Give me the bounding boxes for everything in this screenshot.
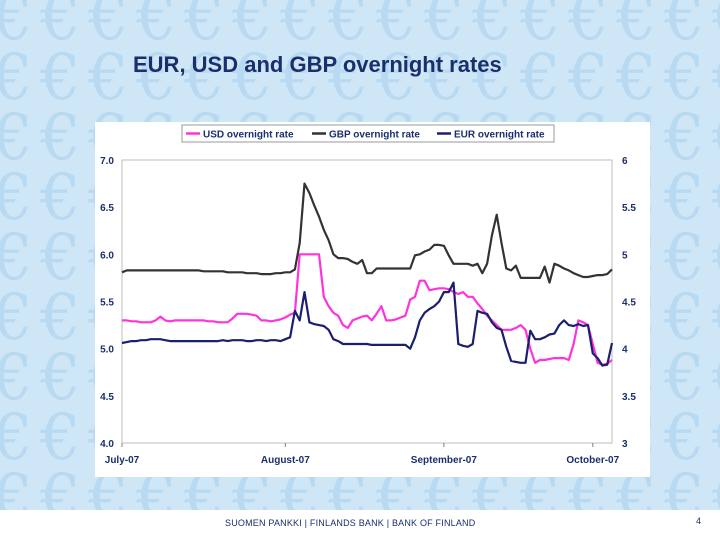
- euro-pattern-glyph: €: [664, 341, 705, 415]
- y-right-tick-label: 5.5: [622, 203, 636, 214]
- series-line: [122, 253, 613, 366]
- euro-pattern-glyph: €: [376, 41, 417, 115]
- euro-pattern-glyph: €: [568, 0, 609, 55]
- euro-pattern-glyph: €: [712, 106, 720, 170]
- euro-pattern-glyph: €: [40, 221, 81, 295]
- y-right-tick-label: 3: [622, 439, 628, 450]
- euro-pattern-glyph: €: [616, 41, 657, 115]
- series-line: [121, 281, 614, 367]
- legend-label: GBP overnight rate: [329, 130, 420, 141]
- euro-pattern-glyph: €: [136, 0, 177, 55]
- euro-pattern-glyph: €: [0, 41, 33, 115]
- euro-pattern-glyph: €: [0, 341, 33, 415]
- x-tick-label: August-07: [261, 455, 310, 466]
- euro-pattern-glyph: €: [712, 466, 720, 530]
- euro-pattern-glyph: €: [568, 41, 609, 115]
- euro-pattern-glyph: €: [664, 0, 705, 55]
- euro-pattern-glyph: €: [520, 0, 561, 55]
- euro-pattern-glyph: €: [184, 41, 225, 115]
- chart-legend: USD overnight rate GBP overnight rate EUR …: [181, 124, 555, 143]
- euro-pattern-glyph: €: [0, 101, 33, 175]
- euro-pattern-glyph: €: [232, 0, 273, 55]
- euro-pattern-glyph: €: [0, 401, 33, 475]
- euro-pattern-glyph: €: [40, 101, 81, 175]
- page-number: 4: [696, 516, 702, 526]
- y-left-tick-label: 6.5: [100, 203, 114, 214]
- chart-series: [121, 182, 614, 367]
- euro-pattern-glyph: €: [40, 161, 81, 235]
- euro-pattern-glyph: €: [712, 286, 720, 350]
- euro-pattern-glyph: €: [520, 41, 561, 115]
- euro-pattern-glyph: €: [136, 41, 177, 115]
- legend-label: EUR overnight rate: [454, 130, 545, 141]
- y-left-tick-label: 7.0: [100, 156, 114, 167]
- euro-pattern-glyph: €: [664, 221, 705, 295]
- euro-pattern-glyph: €: [88, 41, 129, 115]
- x-tick-label: July-07: [105, 455, 140, 466]
- euro-pattern-glyph: €: [712, 46, 720, 110]
- euro-pattern-glyph: €: [0, 161, 33, 235]
- plot-area: [121, 159, 613, 444]
- euro-pattern-glyph: €: [280, 41, 321, 115]
- y-right-tick-label: 5: [622, 250, 628, 261]
- euro-pattern-glyph: €: [664, 161, 705, 235]
- euro-pattern-glyph: €: [0, 281, 33, 355]
- y-left-tick-label: 5.5: [100, 298, 114, 309]
- euro-pattern-glyph: €: [40, 41, 81, 115]
- y-left-tick-label: 4.5: [100, 392, 114, 403]
- euro-pattern-glyph: €: [616, 0, 657, 55]
- slide-title: EUR, USD and GBP overnight rates: [133, 52, 502, 77]
- euro-pattern-glyph: €: [0, 0, 33, 55]
- euro-pattern-glyph: €: [40, 281, 81, 355]
- euro-pattern-glyph: €: [712, 166, 720, 230]
- footer-text: SUOMEN PANKKI | FINLANDS BANK | BANK OF …: [225, 518, 476, 528]
- euro-pattern-glyph: €: [40, 0, 81, 55]
- euro-pattern-glyph: €: [472, 41, 513, 115]
- euro-pattern-glyph: €: [712, 226, 720, 290]
- legend-box: [181, 124, 555, 143]
- euro-pattern-glyph: €: [40, 401, 81, 475]
- footer-bar: [0, 510, 720, 540]
- y-left-tick-label: 4.0: [100, 439, 114, 450]
- euro-pattern-glyph: €: [472, 0, 513, 55]
- euro-pattern-glyph: €: [664, 281, 705, 355]
- y-left-tick-label: 6.0: [100, 250, 114, 261]
- euro-pattern-glyph: €: [40, 341, 81, 415]
- x-tick-label: October-07: [566, 455, 619, 466]
- euro-pattern-glyph: €: [0, 221, 33, 295]
- y-right-tick-label: 4: [622, 345, 628, 356]
- euro-pattern-glyph: €: [328, 41, 369, 115]
- euro-pattern-glyph: €: [712, 406, 720, 470]
- euro-pattern-glyph: €: [664, 101, 705, 175]
- euro-pattern-glyph: €: [424, 41, 465, 115]
- euro-pattern-glyph: €: [712, 346, 720, 410]
- euro-pattern-glyph: €: [424, 0, 465, 55]
- chart-axes: 4.0 4.5 5.0 5.5 6.0 6.5 7.0 3 3.5 4 4.5 5 5.5 6 July-0…: [100, 156, 636, 466]
- y-right-tick-label: 6: [622, 156, 628, 167]
- euro-pattern-glyph: €: [664, 41, 705, 115]
- y-right-tick-label: 3.5: [622, 392, 636, 403]
- euro-pattern-glyph: €: [712, 0, 720, 50]
- series-line: [121, 182, 613, 284]
- legend-label: USD overnight rate: [203, 130, 294, 141]
- y-left-tick-label: 5.0: [100, 345, 114, 356]
- euro-pattern-glyph: €: [664, 401, 705, 475]
- euro-pattern-glyph: €: [376, 0, 417, 55]
- y-right-tick-label: 4.5: [622, 298, 636, 309]
- euro-pattern-glyph: €: [328, 0, 369, 55]
- euro-pattern-glyph: €: [184, 0, 225, 55]
- x-tick-label: September-07: [411, 455, 478, 466]
- euro-pattern-glyph: €: [88, 0, 129, 55]
- euro-pattern-glyph: €: [280, 0, 321, 55]
- euro-pattern-glyph: €: [232, 41, 273, 115]
